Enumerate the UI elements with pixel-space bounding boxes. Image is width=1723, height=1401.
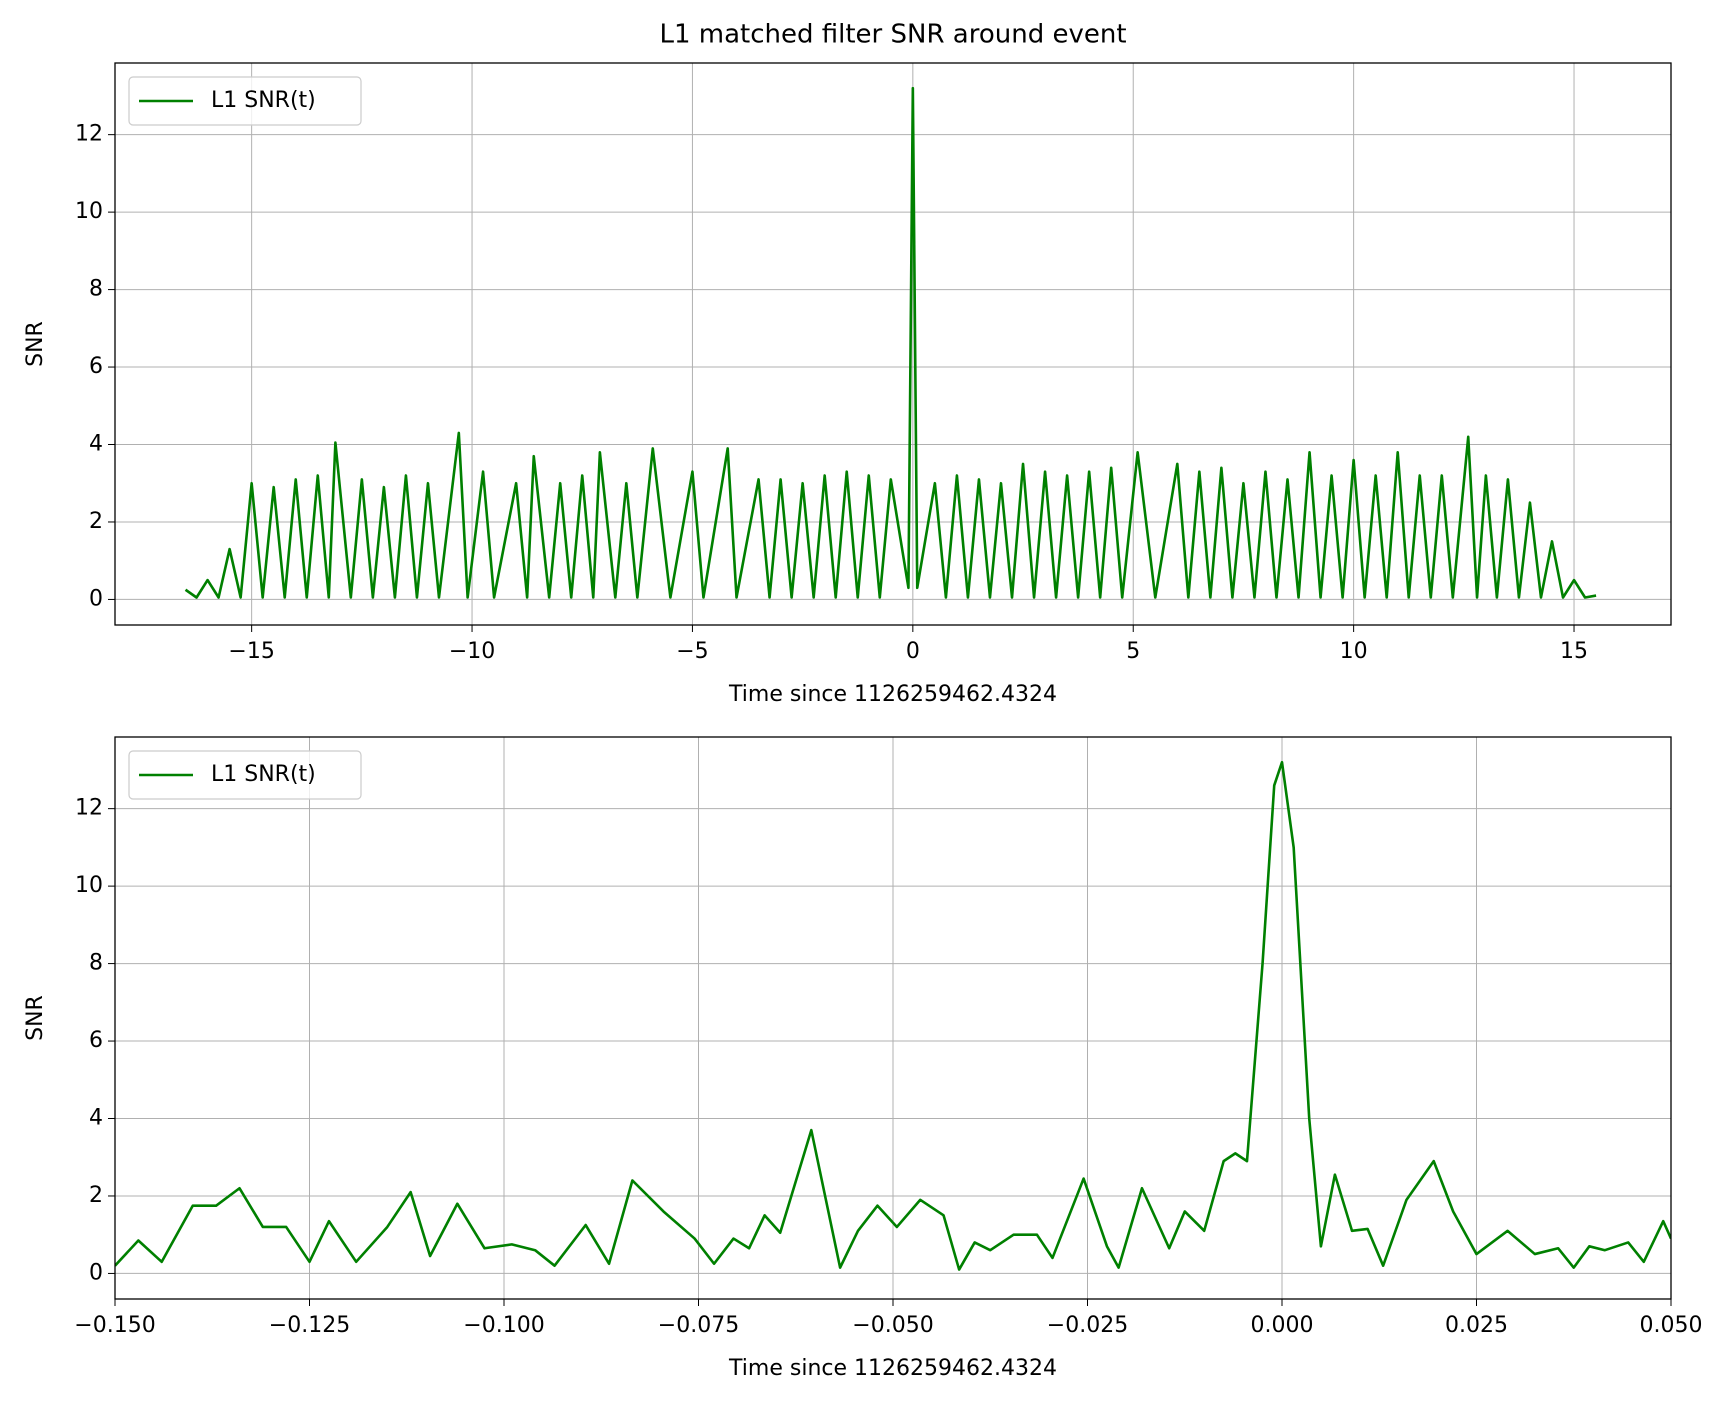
x-tick-label: −5: [676, 639, 708, 664]
chart-title: L1 matched filter SNR around event: [659, 20, 1126, 50]
x-tick-label: −0.125: [269, 1313, 350, 1338]
y-tick-label: 10: [75, 199, 103, 224]
y-axis-label: SNR: [23, 321, 48, 367]
x-tick-label: 0.025: [1445, 1313, 1508, 1338]
y-tick-label: 8: [89, 951, 103, 976]
x-tick-label: 0: [906, 639, 920, 664]
x-axis-label: Time since 1126259462.4324: [728, 1356, 1057, 1381]
y-axis-label: SNR: [23, 995, 48, 1041]
y-tick-label: 10: [75, 873, 103, 898]
x-tick-label: −15: [228, 639, 274, 664]
legend-label: L1 SNR(t): [211, 762, 316, 787]
x-tick-label: −0.150: [74, 1313, 155, 1338]
y-tick-label: 12: [75, 796, 103, 821]
y-tick-label: 2: [89, 509, 103, 534]
x-tick-label: −0.100: [463, 1313, 544, 1338]
x-axis-label: Time since 1126259462.4324: [728, 682, 1057, 707]
legend-box: [128, 750, 362, 800]
x-tick-label: 0.000: [1251, 1313, 1314, 1338]
y-tick-label: 6: [89, 354, 103, 379]
plot-frame: [114, 736, 1672, 1300]
x-tick-label: 5: [1126, 639, 1140, 664]
x-tick-label: −10: [449, 639, 495, 664]
x-tick-label: 10: [1340, 639, 1368, 664]
y-tick-label: 12: [75, 122, 103, 147]
y-tick-label: 2: [89, 1183, 103, 1208]
plot-frame: [114, 62, 1672, 626]
y-tick-label: 4: [89, 432, 103, 457]
series-line: [184, 86, 1597, 599]
y-tick-label: 4: [89, 1106, 103, 1131]
y-tick-label: 6: [89, 1028, 103, 1053]
legend-label: L1 SNR(t): [211, 88, 316, 113]
x-tick-label: −0.075: [658, 1313, 739, 1338]
x-tick-label: −0.050: [852, 1313, 933, 1338]
x-tick-label: −0.025: [1047, 1313, 1128, 1338]
y-tick-label: 0: [89, 586, 103, 611]
x-tick-label: 0.050: [1640, 1313, 1703, 1338]
legend-box: [128, 76, 362, 126]
y-tick-label: 0: [89, 1260, 103, 1285]
y-tick-label: 8: [89, 277, 103, 302]
x-tick-label: 15: [1560, 639, 1588, 664]
series-line: [115, 760, 1671, 1271]
